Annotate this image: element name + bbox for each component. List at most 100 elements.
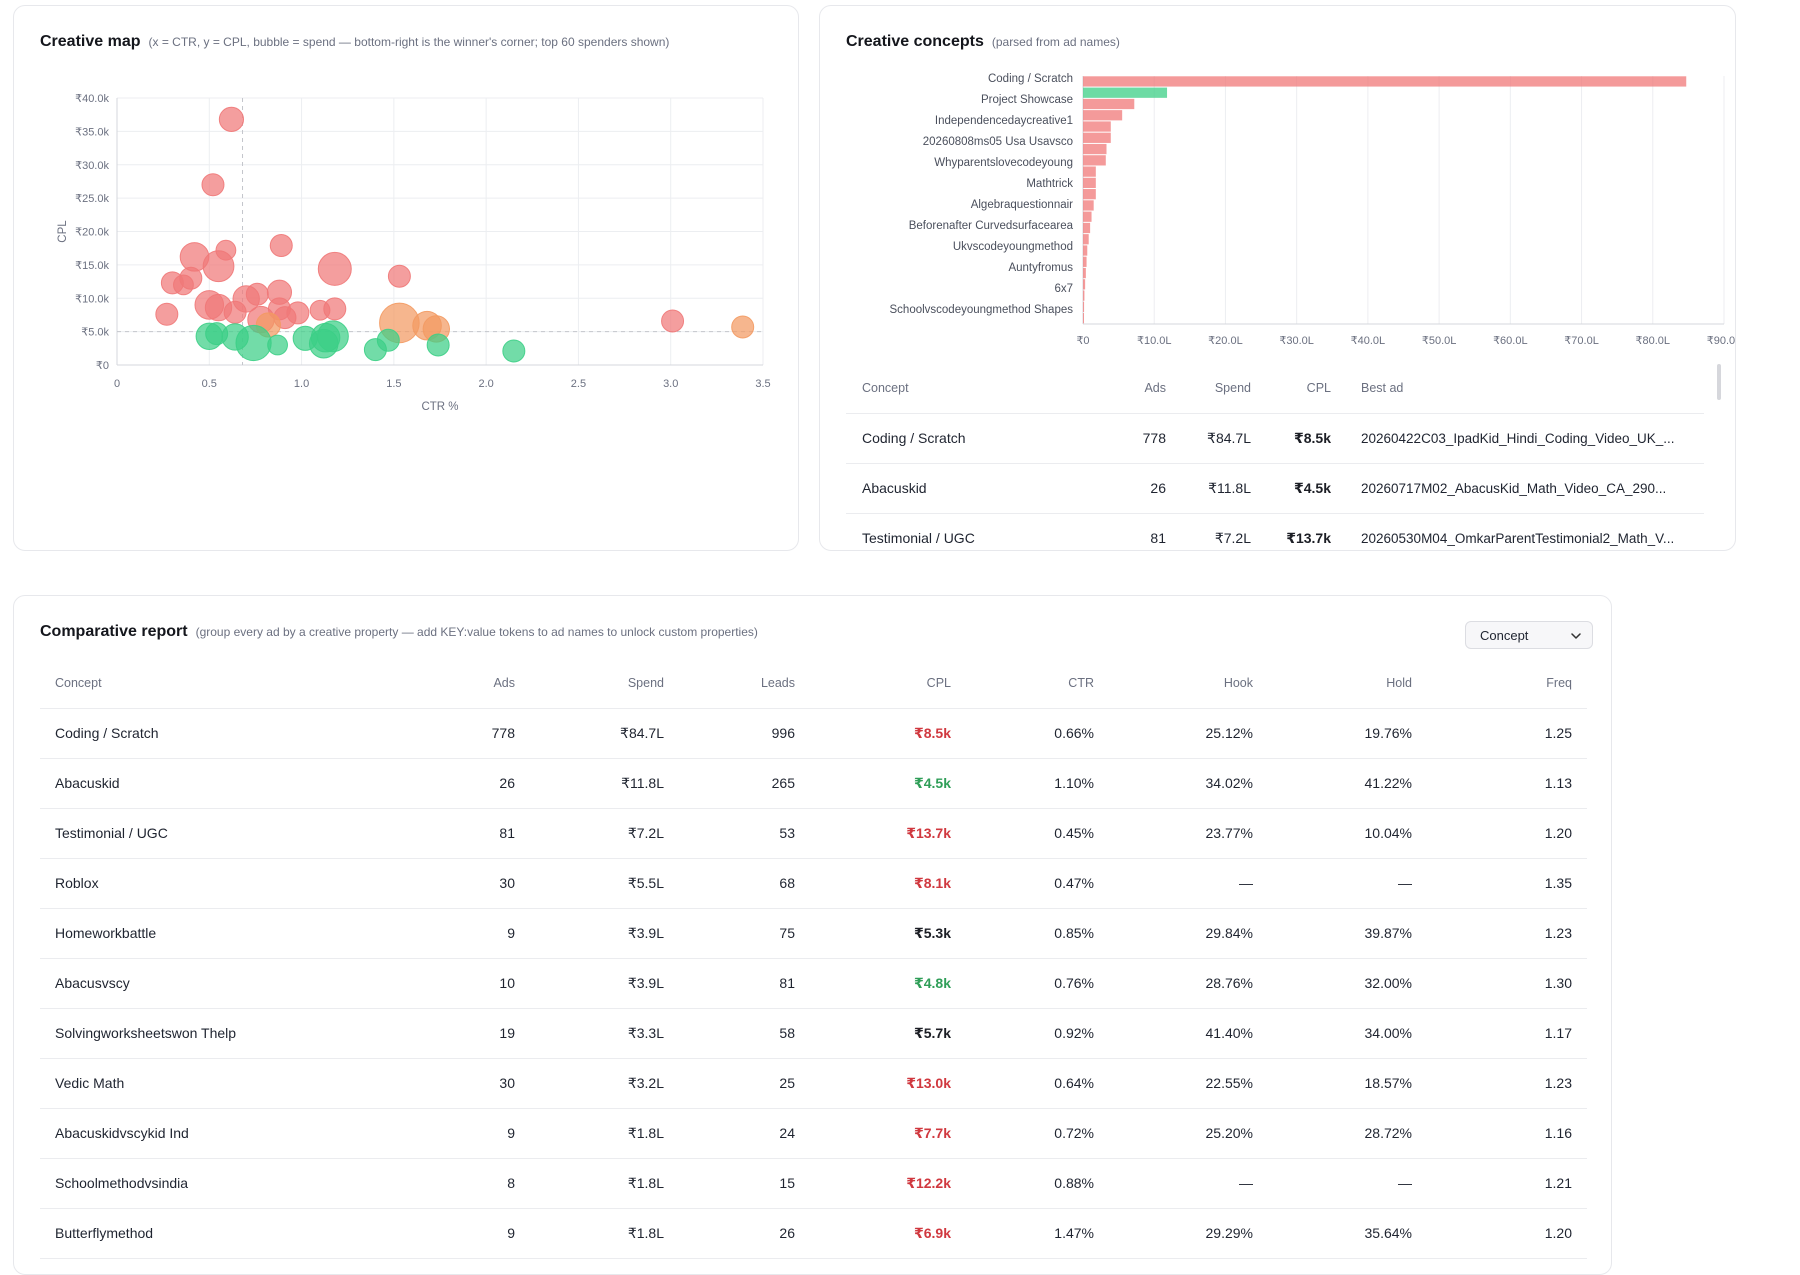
cell-spend: ₹11.8L [1166, 463, 1251, 514]
bubble-point[interactable] [235, 324, 272, 362]
table-row[interactable]: Vedic Math 30 ₹3.2L 25 ₹13.0k 0.64% 22.55% 18.5… [40, 1058, 1587, 1109]
col-best-ad[interactable]: Best ad [1331, 363, 1704, 414]
concept-bar[interactable] [1083, 87, 1168, 98]
x-tick-label: ₹0 [1076, 335, 1089, 347]
col-concept[interactable]: Concept [846, 363, 1106, 414]
concept-bar[interactable] [1083, 279, 1086, 290]
creative-map-title: Creative map (x = CTR, y = CPL, bubble = … [40, 33, 670, 50]
col-concept[interactable]: Concept [40, 658, 370, 709]
bubble-point[interactable] [426, 333, 450, 357]
concept-bar[interactable] [1083, 211, 1092, 222]
concept-bar[interactable] [1083, 200, 1094, 211]
cell-ctr: 0.72% [951, 1108, 1094, 1159]
bubble-point[interactable] [218, 106, 245, 132]
cell-cpl: ₹8.5k [795, 708, 951, 759]
bubble-point[interactable] [223, 300, 247, 324]
bubble-point[interactable] [731, 315, 755, 339]
bubble-point[interactable] [202, 250, 235, 283]
y-tick-label: ₹0 [96, 360, 109, 372]
bubble-point[interactable] [323, 297, 347, 321]
col-cpl[interactable]: CPL [1251, 363, 1331, 414]
cell-spend: ₹84.7L [515, 708, 664, 759]
concept-bar[interactable] [1083, 222, 1091, 234]
bubble-point[interactable] [267, 334, 288, 356]
concept-bar[interactable] [1083, 256, 1087, 267]
concept-bar[interactable] [1083, 290, 1085, 301]
concept-bar[interactable] [1083, 301, 1085, 313]
concept-bar[interactable] [1083, 245, 1088, 256]
concept-bar[interactable] [1083, 121, 1111, 132]
concept-bar[interactable] [1083, 76, 1687, 87]
cell-cpl: ₹7.7k [795, 1108, 951, 1159]
concept-bar[interactable] [1083, 155, 1106, 166]
table-row[interactable]: Roblox 30 ₹5.5L 68 ₹8.1k 0.47% — —1.35 [40, 858, 1587, 909]
concept-bar[interactable] [1083, 110, 1123, 121]
concepts-scrollbar[interactable] [1717, 364, 1721, 400]
cell-concept: Abacusvscy [40, 958, 370, 1009]
concept-bar[interactable] [1083, 267, 1086, 279]
table-row[interactable]: Solvingworksheetswon Thelp 19 ₹3.3L 58 ₹5.7k… [40, 1008, 1587, 1059]
col-hook[interactable]: Hook [1094, 658, 1253, 709]
table-row[interactable]: Abacuskid 26 ₹11.8L ₹4.5k 20260717M02_Abacus… [846, 463, 1704, 514]
y-tick-label: ₹10.0k [75, 293, 109, 305]
concept-bar[interactable] [1083, 177, 1096, 189]
col-spend[interactable]: Spend [515, 658, 664, 709]
table-row[interactable]: Abacuskid 26 ₹11.8L 265 ₹4.5k 1.10% 34.02% 41.2… [40, 758, 1587, 809]
table-row[interactable]: Coding / Scratch 778 ₹84.7L 996 ₹8.5k 0.66% 25… [40, 708, 1587, 759]
cell-hook: — [1094, 1158, 1253, 1209]
cell-hook: 28.76% [1094, 958, 1253, 1009]
table-row[interactable]: Abacuskidvscykid Ind 9 ₹1.8L 24 ₹7.7k 0.72% 25… [40, 1108, 1587, 1159]
col-leads[interactable]: Leads [664, 658, 795, 709]
y-tick-label: ₹25.0k [75, 193, 109, 205]
concept-bar[interactable] [1083, 166, 1096, 177]
col-ads[interactable]: Ads [370, 658, 515, 709]
bar-category-label: Coding / Scratch [988, 73, 1073, 85]
group-by-select[interactable]: Concept [1465, 621, 1593, 649]
concept-bar[interactable] [1083, 313, 1084, 324]
bubble-point[interactable] [317, 251, 352, 286]
bubble-point[interactable] [661, 309, 685, 333]
cell-cpl: ₹8.5k [1251, 413, 1331, 464]
cell-leads: 26 [664, 1208, 795, 1259]
col-cpl[interactable]: CPL [795, 658, 951, 709]
col-spend[interactable]: Spend [1166, 363, 1251, 414]
col-ads[interactable]: Ads [1106, 363, 1166, 414]
concept-bar[interactable] [1083, 189, 1096, 200]
cell-leads: 68 [664, 858, 795, 909]
bubble-point[interactable] [269, 234, 293, 258]
bubble-point[interactable] [173, 274, 194, 296]
bubble-point[interactable] [201, 173, 225, 197]
table-row[interactable]: Abacusvscy 10 ₹3.9L 81 ₹4.8k 0.76% 28.76% 32.00… [40, 958, 1587, 1009]
concept-bar[interactable] [1083, 234, 1089, 245]
cell-ctr: 0.47% [951, 858, 1094, 909]
bar-category-label: Algebraquestionnair [971, 199, 1073, 211]
bubble-point[interactable] [502, 339, 526, 363]
concept-bar[interactable] [1083, 143, 1107, 155]
cell-concept: Abacuskid [40, 758, 370, 809]
bubble-point[interactable] [387, 264, 411, 288]
bubble-point[interactable] [155, 302, 179, 326]
col-ctr[interactable]: CTR [951, 658, 1094, 709]
creative-map-subtitle: (x = CTR, y = CPL, bubble = spend — bott… [148, 35, 670, 49]
cell-freq: 1.25 [1412, 708, 1587, 759]
col-hold[interactable]: Hold [1253, 658, 1412, 709]
concept-bar[interactable] [1083, 98, 1135, 110]
table-row[interactable]: Testimonial / UGC 81 ₹7.2L 53 ₹13.7k 0.45% 23.… [40, 808, 1587, 859]
bubble-point[interactable] [376, 328, 400, 352]
cell-concept: Abacuskid [846, 463, 1106, 514]
cell-hold: 41.22% [1253, 758, 1412, 809]
cell-leads: 81 [664, 958, 795, 1009]
table-row[interactable]: Butterflymethod 9 ₹1.8L 26 ₹6.9k 1.47% 29.29% 3… [40, 1208, 1587, 1259]
table-row[interactable]: Testimonial / UGC 81 ₹7.2L ₹13.7k 20260530M0… [846, 513, 1704, 550]
table-row[interactable]: Coding / Scratch 778 ₹84.7L ₹8.5k 20260422C0… [846, 413, 1704, 464]
x-tick-label: 3.0 [663, 378, 678, 390]
cell-cpl: ₹13.0k [795, 1058, 951, 1109]
col-freq[interactable]: Freq [1412, 658, 1587, 709]
concept-bar[interactable] [1083, 132, 1111, 143]
bubble-point[interactable] [317, 320, 349, 353]
table-row[interactable]: Schoolmethodvsindia 8 ₹1.8L 15 ₹12.2k 0.88% — —… [40, 1158, 1587, 1209]
cell-ctr: 0.64% [951, 1058, 1094, 1109]
x-axis-label: CTR % [421, 401, 458, 413]
cell-cpl: ₹5.7k [795, 1008, 951, 1059]
table-row[interactable]: Homeworkbattle 9 ₹3.9L 75 ₹5.3k 0.85% 29.84% 39… [40, 908, 1587, 959]
